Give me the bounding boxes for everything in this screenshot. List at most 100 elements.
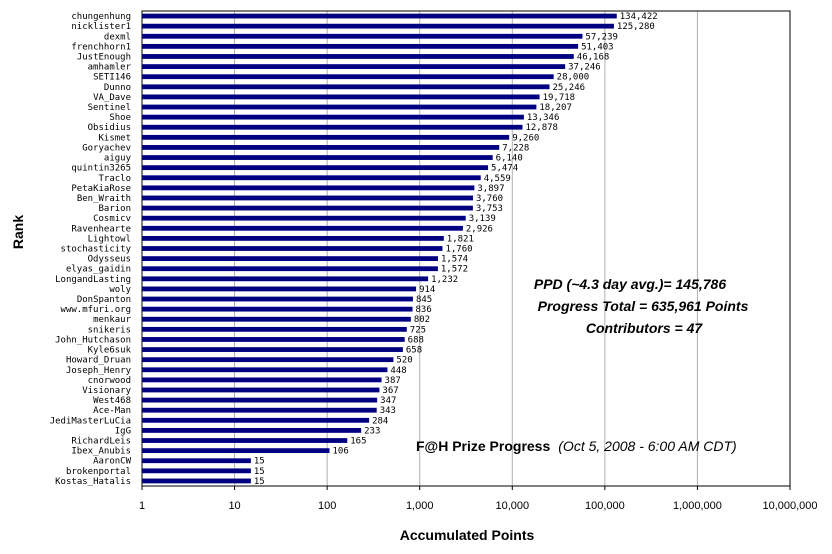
category-label: Kismet (98, 133, 131, 143)
value-label: 46,168 (577, 52, 610, 62)
category-label: amhamler (88, 63, 132, 73)
value-label: 18,207 (539, 103, 572, 113)
category-label: Kostas_Hatalis (55, 477, 131, 487)
bar (142, 145, 500, 150)
category-label: aiguy (104, 154, 132, 164)
category-label: Barion (98, 204, 131, 214)
category-label: PetaKiaRose (71, 184, 131, 194)
value-label: 1,232 (431, 275, 458, 285)
bar (142, 397, 378, 403)
value-label: 5,474 (491, 164, 518, 174)
value-label: 3,897 (477, 184, 504, 194)
bar (142, 478, 251, 484)
bar (142, 175, 481, 181)
x-tick-label: 10,000 (495, 500, 529, 512)
category-label: Cosmicv (93, 214, 131, 224)
category-label: Odysseus (88, 255, 131, 265)
value-label: 520 (396, 356, 412, 366)
x-tick-label: 10 (228, 500, 240, 512)
contributors-annotation: Contributors = 47 (586, 320, 704, 336)
value-label: 15 (254, 477, 265, 487)
bar (142, 155, 493, 160)
bar (142, 134, 510, 140)
bar (142, 448, 330, 454)
category-label: Goryachev (82, 143, 131, 153)
value-label: 12,878 (525, 123, 558, 133)
category-label: IgG (115, 426, 131, 436)
value-label: 284 (372, 416, 388, 426)
category-label: VA_Dave (93, 93, 131, 103)
bars (142, 13, 617, 484)
category-label: Obsidius (88, 123, 131, 133)
progress-total-annotation: Progress Total = 635,961 Points (538, 298, 749, 314)
category-label: Howard_Druan (66, 356, 131, 366)
x-tick-label: 1 (139, 500, 145, 512)
value-label: 1,572 (441, 265, 468, 275)
value-label: 1,760 (445, 245, 472, 255)
value-label: 3,139 (469, 214, 496, 224)
value-label: 57,239 (585, 32, 618, 42)
category-label: Joseph_Henry (66, 366, 132, 376)
value-labels: 134,422125,28057,23951,40346,16837,24628… (254, 12, 658, 487)
category-label: Ace-Man (93, 406, 131, 416)
category-label: AaronCW (93, 457, 132, 467)
category-label: cnorwood (88, 376, 131, 386)
category-label: JediMasterLuCia (50, 416, 131, 426)
value-label: 6,140 (496, 154, 523, 164)
bar (142, 266, 438, 272)
category-label: snikeris (88, 325, 131, 335)
category-label: chungenhung (71, 12, 131, 22)
value-label: 3,760 (476, 194, 503, 204)
bar (142, 407, 377, 413)
value-label: 25,246 (553, 83, 586, 93)
ppd-annotation: PPD (~4.3 day avg.)= 145,786 (534, 276, 726, 292)
value-label: 19,718 (543, 93, 576, 103)
bar (142, 74, 554, 80)
category-label: Shoe (109, 113, 131, 123)
value-label: 914 (419, 285, 435, 295)
value-label: 3,753 (476, 204, 503, 214)
category-label: elyas_gaidin (66, 265, 131, 275)
value-label: 15 (254, 467, 265, 477)
bar (142, 468, 251, 474)
bar (142, 417, 370, 423)
bar (142, 458, 251, 464)
bar (142, 43, 579, 49)
bar (142, 286, 417, 292)
bar (142, 316, 411, 322)
bar (142, 377, 382, 383)
bar (142, 94, 540, 100)
bar (142, 246, 443, 251)
category-label: dexml (104, 32, 131, 42)
value-label: 28,000 (557, 73, 590, 83)
value-label: 725 (410, 325, 426, 335)
bar (142, 347, 403, 352)
category-label: Ravenhearte (71, 224, 131, 234)
value-label: 106 (332, 447, 348, 457)
category-label: brokenportal (66, 467, 131, 477)
value-label: 134,422 (620, 12, 658, 22)
bar (142, 23, 614, 29)
category-label: frenchhorn1 (71, 42, 131, 52)
category-label: Traclo (98, 174, 131, 184)
bar (142, 296, 413, 302)
value-label: 51,403 (581, 42, 614, 52)
value-label: 1,574 (441, 255, 468, 265)
bar (142, 195, 473, 201)
x-tick-label: 100 (318, 500, 336, 512)
value-label: 233 (364, 426, 380, 436)
bar (142, 84, 550, 90)
category-label: nicklister1 (71, 22, 131, 32)
x-tick-label: 1,000 (406, 500, 434, 512)
bar (142, 326, 407, 332)
category-label: SETI146 (93, 73, 131, 83)
category-label: stochasticity (61, 245, 132, 255)
bar (142, 13, 617, 19)
category-label: RichardLeis (71, 437, 131, 447)
x-tick-label: 100,000 (585, 500, 625, 512)
value-label: 2,926 (466, 224, 493, 234)
category-label: www.mfuri.org (61, 305, 131, 315)
category-label: LongandLasting (55, 275, 131, 285)
value-label: 1,821 (447, 234, 474, 244)
